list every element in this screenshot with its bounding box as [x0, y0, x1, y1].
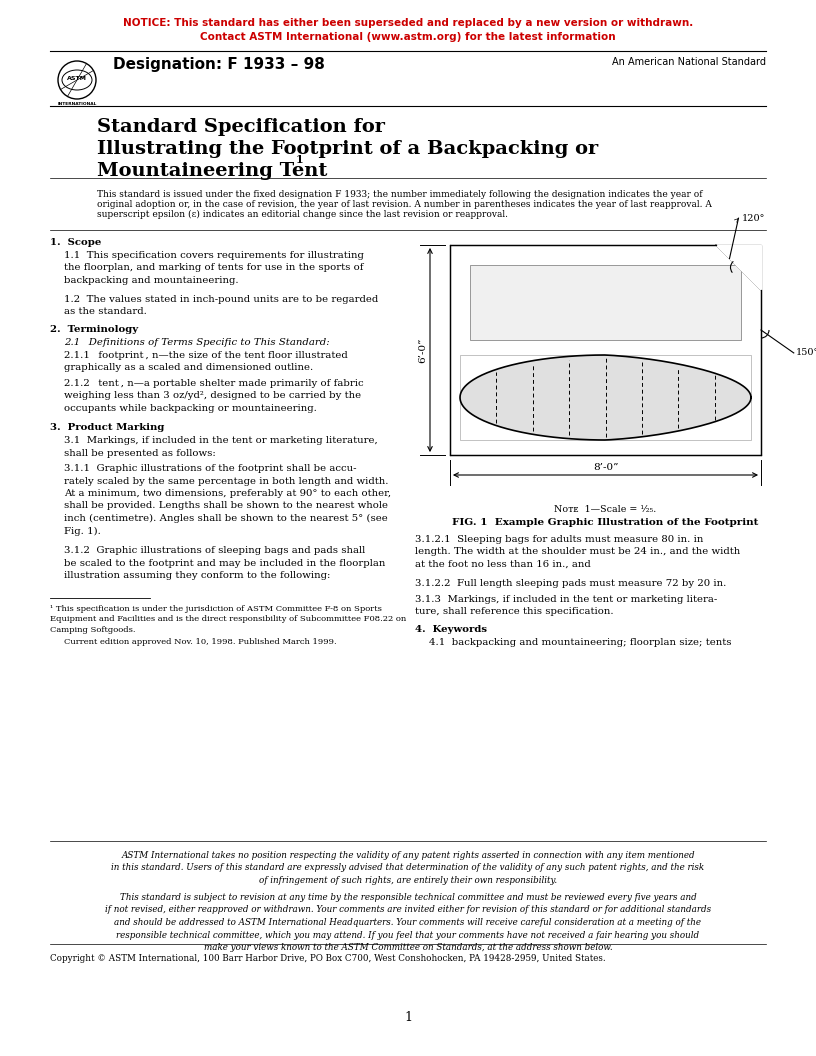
Text: 2.1.2   tent , n—a portable shelter made primarily of fabric
weighing less than : 2.1.2 tent , n—a portable shelter made p…	[64, 379, 364, 413]
Text: 150°: 150°	[796, 348, 816, 357]
Polygon shape	[716, 245, 761, 290]
Text: 3.1  Markings, if included in the tent or marketing literature,
shall be present: 3.1 Markings, if included in the tent or…	[64, 436, 378, 457]
Text: INTERNATIONAL: INTERNATIONAL	[57, 102, 96, 106]
Text: 2.1   Definitions of Terms Specific to This Standard:: 2.1 Definitions of Terms Specific to Thi…	[64, 338, 330, 347]
Bar	[450, 245, 761, 455]
Text: 2.  Terminology: 2. Terminology	[50, 325, 138, 334]
Text: 3.1.2.1  Sleeping bags for adults must measure 80 in. in
length. The width at th: 3.1.2.1 Sleeping bags for adults must me…	[415, 535, 740, 569]
Text: NOTICE: This standard has either been superseded and replaced by a new version o: NOTICE: This standard has either been su…	[123, 18, 693, 29]
Text: Current edition approved Nov. 10, 1998. Published March 1999.: Current edition approved Nov. 10, 1998. …	[64, 638, 337, 646]
Text: ¹ This specification is under the jurisdiction of ASTM Committee F-8 on Sports
E: ¹ This specification is under the jurisd…	[50, 605, 406, 634]
Text: ASTM International takes no position respecting the validity of any patent right: ASTM International takes no position res…	[112, 851, 704, 885]
Text: An American National Standard: An American National Standard	[612, 57, 766, 67]
Text: 3.1.1  Graphic illustrations of the footprint shall be accu-
rately scaled by th: 3.1.1 Graphic illustrations of the footp…	[64, 464, 391, 535]
Text: Illustrating the Footprint of a Backpacking or: Illustrating the Footprint of a Backpack…	[97, 140, 598, 158]
Text: 6’-0”: 6’-0”	[418, 337, 427, 363]
Text: 3.1.2  Graphic illustrations of sleeping bags and pads shall
be scaled to the fo: 3.1.2 Graphic illustrations of sleeping …	[64, 546, 385, 580]
Bar	[460, 355, 751, 440]
Text: Standard Specification for: Standard Specification for	[97, 118, 385, 136]
Text: 3.1.2.2  Full length sleeping pads must measure 72 by 20 in.: 3.1.2.2 Full length sleeping pads must m…	[415, 579, 726, 588]
Text: 1.1  This specification covers requirements for illustrating
the floorplan, and : 1.1 This specification covers requiremen…	[64, 251, 364, 285]
Text: 1.  Scope: 1. Scope	[50, 238, 101, 247]
Polygon shape	[460, 355, 751, 440]
Text: 1: 1	[404, 1011, 412, 1024]
Text: 8’-0”: 8’-0”	[592, 463, 619, 472]
Text: Copyright © ASTM International, 100 Barr Harbor Drive, PO Box C700, West Conshoh: Copyright © ASTM International, 100 Barr…	[50, 954, 605, 963]
Text: 4.  Keywords: 4. Keywords	[415, 625, 487, 634]
Text: Contact ASTM International (www.astm.org) for the latest information: Contact ASTM International (www.astm.org…	[200, 32, 616, 42]
Text: ASTM: ASTM	[67, 75, 87, 80]
Bar	[470, 265, 741, 340]
Text: 3.1.3  Markings, if included in the tent or marketing litera-
ture, shall refere: 3.1.3 Markings, if included in the tent …	[415, 595, 717, 617]
Text: 2.1.1   footprint , n—the size of the tent floor illustrated
graphically as a sc: 2.1.1 footprint , n—the size of the tent…	[64, 351, 348, 373]
Text: superscript epsilon (ε) indicates an editorial change since the last revision or: superscript epsilon (ε) indicates an edi…	[97, 210, 508, 220]
Text: This standard is issued under the fixed designation F 1933; the number immediate: This standard is issued under the fixed …	[97, 190, 703, 199]
Text: 1.2  The values stated in inch-pound units are to be regarded
as the standard.: 1.2 The values stated in inch-pound unit…	[64, 295, 379, 317]
Text: FIG. 1  Example Graphic Illustration of the Footprint: FIG. 1 Example Graphic Illustration of t…	[452, 518, 759, 527]
Text: 120°: 120°	[742, 213, 765, 223]
Text: 4.1  backpacking and mountaineering; floorplan size; tents: 4.1 backpacking and mountaineering; floo…	[429, 638, 731, 647]
Text: Nᴏᴛᴇ  1—Scale = ¹⁄₂₅.: Nᴏᴛᴇ 1—Scale = ¹⁄₂₅.	[554, 505, 657, 514]
Text: 1: 1	[296, 154, 304, 165]
Text: This standard is subject to revision at any time by the responsible technical co: This standard is subject to revision at …	[105, 893, 711, 953]
Text: original adoption or, in the case of revision, the year of last revision. A numb: original adoption or, in the case of rev…	[97, 200, 712, 209]
Text: 3.  Product Marking: 3. Product Marking	[50, 423, 164, 432]
Text: Designation: F 1933 – 98: Designation: F 1933 – 98	[113, 57, 325, 72]
Text: Mountaineering Tent: Mountaineering Tent	[97, 162, 327, 180]
